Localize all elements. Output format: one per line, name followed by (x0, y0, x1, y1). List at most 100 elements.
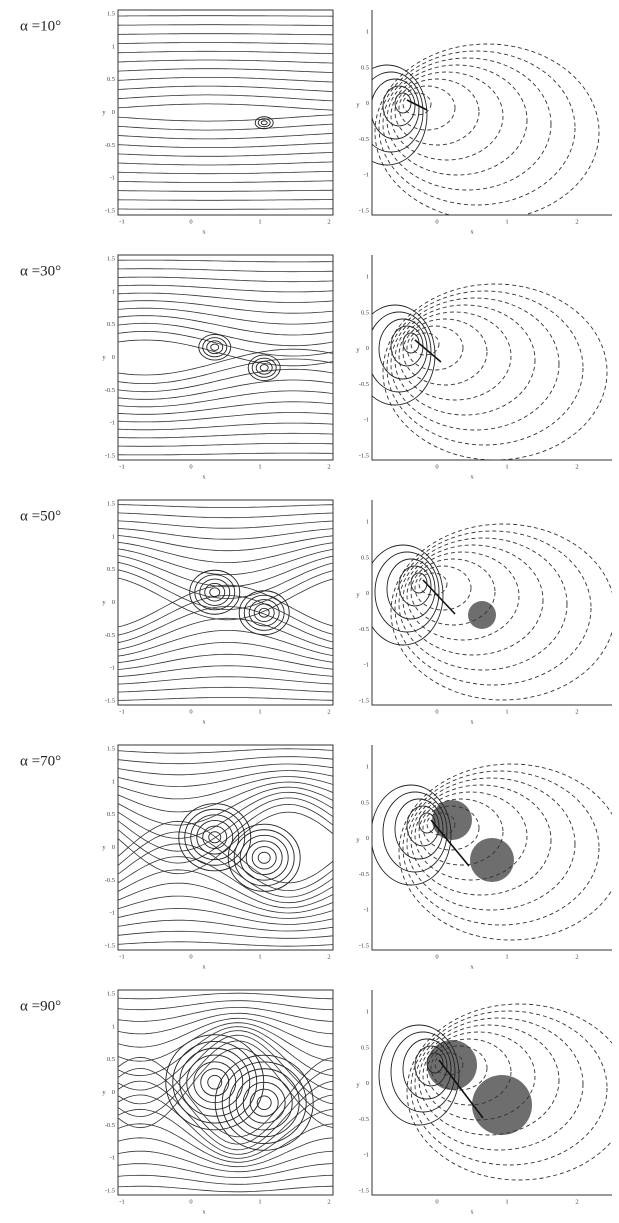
y-tick-label: -0.5 (359, 871, 369, 878)
row-label: α =30° (20, 263, 61, 279)
y-tick-label: 0 (112, 844, 115, 851)
x-tick-label: -1 (119, 218, 124, 225)
vortex-contour (187, 1055, 243, 1109)
streamline (118, 16, 333, 17)
axis-label: y (102, 354, 106, 361)
vortex-contour (248, 355, 280, 381)
streamline (118, 171, 333, 173)
streamline (118, 60, 333, 63)
x-tick-label: 0 (435, 953, 438, 960)
streamline (118, 920, 333, 931)
streamlines (118, 993, 333, 1192)
streamline (118, 269, 333, 272)
y-tick-label: 0.5 (361, 554, 369, 561)
streamlines (118, 749, 333, 946)
streamline (118, 585, 333, 627)
panel-frame (118, 10, 333, 215)
streamline (118, 124, 333, 130)
y-tick-label: 0 (112, 354, 115, 361)
streamline (118, 1035, 333, 1104)
streamline (118, 143, 333, 148)
y-tick-label: -1.5 (359, 697, 369, 704)
y-tick-label: -1 (364, 417, 369, 424)
y-tick-label: -0.5 (359, 1116, 369, 1123)
y-tick-label: -0.5 (105, 142, 115, 149)
y-tick-label: 1 (366, 518, 369, 525)
vortex-contour (240, 835, 288, 880)
y-tick-label: 1 (112, 288, 115, 295)
axis-label: y (102, 1089, 106, 1096)
y-tick-label: -0.5 (105, 632, 115, 639)
y-tick-label: 1 (366, 273, 369, 280)
axis-label: y (356, 836, 360, 843)
vortex-contour (211, 344, 219, 350)
y-tick-label: 0.5 (361, 1044, 369, 1051)
y-tick-label: 1.5 (107, 10, 115, 17)
streamline (118, 687, 333, 692)
streamline (118, 804, 333, 863)
x-tick-label: 1 (258, 1198, 261, 1205)
vortex-contour (250, 1089, 278, 1116)
vortex-core (470, 838, 514, 882)
streamline (118, 1001, 333, 1010)
vortex-contour (243, 1082, 285, 1123)
dashed-contour (387, 65, 527, 175)
y-tick-label: 0.5 (107, 1056, 115, 1063)
streamline (118, 521, 333, 528)
streamline (118, 391, 333, 407)
y-tick-label: -1.5 (359, 1187, 369, 1194)
x-tick-label: 0 (189, 1198, 192, 1205)
axis-label: x (202, 1208, 206, 1215)
y-tick-label: -1 (110, 1155, 115, 1162)
axis-label: x (470, 718, 474, 725)
x-tick-label: 2 (327, 218, 330, 225)
y-tick-label: -1.5 (105, 207, 115, 214)
streamline (118, 316, 333, 335)
x-tick-label: 2 (327, 953, 330, 960)
streamline (118, 308, 333, 324)
streamline (118, 134, 333, 139)
x-tick-label: 2 (575, 218, 578, 225)
x-tick-label: -1 (119, 463, 124, 470)
streamline (118, 181, 333, 183)
vortex-contour (258, 852, 270, 863)
streamline (118, 782, 333, 812)
vortex-contour (260, 365, 268, 371)
vortex-contour (201, 1069, 229, 1096)
axis-label: x (202, 963, 206, 970)
x-tick-label: 2 (575, 1198, 578, 1205)
x-tick-label: 1 (505, 463, 508, 470)
y-tick-label: 0 (366, 590, 369, 597)
panel-frame (118, 255, 333, 460)
axes-frame (372, 255, 612, 460)
streamline (118, 757, 333, 764)
vortex-contour (254, 604, 274, 622)
y-tick-label: -1.5 (359, 452, 369, 459)
vortex-contour (191, 815, 239, 860)
streamlines (118, 16, 333, 210)
y-tick-label: -1 (364, 1152, 369, 1159)
x-tick-label: 1 (258, 218, 261, 225)
streamline (118, 562, 333, 598)
x-tick-label: 2 (575, 463, 578, 470)
x-tick-label: -1 (119, 708, 124, 715)
y-tick-label: 0.5 (107, 76, 115, 83)
x-tick-label: 1 (258, 953, 261, 960)
axis-label: y (102, 109, 106, 116)
dashed-contour (387, 291, 583, 445)
streamlines (118, 260, 333, 455)
streamline (118, 115, 333, 121)
y-tick-label: 0.5 (361, 799, 369, 806)
row-label: α =50° (20, 508, 61, 524)
axis-label: y (102, 599, 106, 606)
y-tick-label: -1 (110, 910, 115, 917)
y-tick-label: -0.5 (359, 381, 369, 388)
x-tick-label: 0 (435, 1198, 438, 1205)
axis-label: y (356, 346, 360, 353)
streamline (118, 1151, 333, 1172)
x-tick-label: 0 (189, 218, 192, 225)
streamline (118, 513, 333, 518)
y-tick-label: 0 (366, 100, 369, 107)
x-tick-label: 2 (575, 708, 578, 715)
y-tick-label: 1 (366, 1008, 369, 1015)
